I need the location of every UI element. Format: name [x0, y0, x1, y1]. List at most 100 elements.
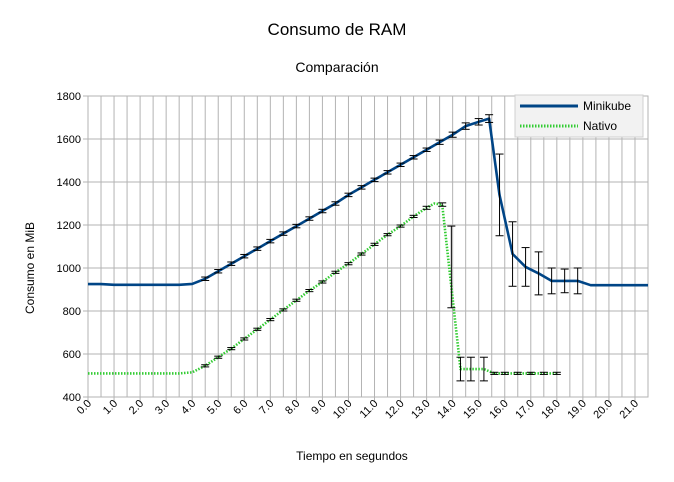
error-bar-nativo [422, 205, 431, 210]
chart-subtitle: Comparación [295, 59, 378, 75]
error-bar-minikube [279, 231, 288, 236]
y-tick-label: 1600 [57, 134, 81, 146]
error-bar-minikube [461, 122, 470, 130]
error-bar-minikube [370, 177, 379, 183]
error-bar-nativo [447, 225, 456, 309]
y-tick-label: 800 [63, 306, 81, 318]
x-tick-label: 9.0 [309, 398, 328, 417]
x-tick-label: 20.0 [591, 398, 615, 422]
error-bar-minikube [240, 253, 249, 259]
y-tick-label: 1200 [57, 220, 81, 232]
x-tick-label: 2.0 [127, 398, 146, 417]
error-bar-minikube [435, 139, 444, 145]
error-bar-nativo [409, 214, 418, 218]
x-tick-label: 4.0 [179, 398, 198, 417]
y-tick-label: 1000 [57, 263, 81, 275]
legend: Minikube Nativo [514, 94, 644, 138]
error-bar-nativo [539, 371, 548, 375]
x-tick-label: 13.0 [409, 398, 433, 422]
error-bar-minikube [485, 114, 494, 123]
y-axis-label: Consumo en MiB [23, 222, 37, 314]
error-bar-minikube [422, 147, 431, 152]
error-bar-minikube [266, 238, 275, 244]
error-bar-minikube [521, 247, 530, 287]
error-bar-nativo [318, 280, 327, 284]
error-bar-nativo [227, 347, 236, 351]
error-bar-nativo [456, 356, 465, 382]
error-bar-minikube [318, 208, 327, 214]
error-bar-minikube [409, 155, 418, 160]
legend-box [514, 94, 644, 138]
y-tick-label: 600 [63, 349, 81, 361]
x-tick-label: 1.0 [101, 398, 120, 417]
legend-label-nativo: Nativo [583, 119, 617, 133]
x-tick-label: 16.0 [487, 398, 511, 422]
x-tick-label: 6.0 [231, 398, 250, 417]
error-bar-nativo [266, 318, 275, 322]
error-bar-minikube [495, 153, 504, 237]
error-bar-minikube [560, 268, 569, 294]
error-bar-nativo [279, 308, 288, 312]
x-tick-label: 5.0 [205, 398, 224, 417]
error-bar-minikube [547, 267, 556, 295]
error-bar-nativo [253, 327, 262, 331]
error-bar-minikube [396, 162, 405, 168]
error-bar-nativo [344, 262, 353, 266]
x-tick-label: 14.0 [435, 398, 459, 422]
x-tick-label: 11.0 [358, 398, 381, 421]
x-tick-label: 3.0 [153, 398, 172, 417]
error-bar-nativo [305, 289, 314, 293]
plot-border [87, 95, 649, 398]
series-line-minikube [88, 117, 648, 287]
error-bar-nativo [292, 298, 301, 302]
grid [87, 95, 649, 398]
x-tick-label: 8.0 [283, 398, 302, 417]
error-bar-minikube [214, 269, 223, 274]
x-tick-label: 18.0 [539, 398, 563, 422]
error-bar-nativo [490, 371, 499, 375]
legend-label-minikube: Minikube [583, 99, 631, 113]
error-bar-minikube [253, 246, 262, 251]
series-line-nativo [88, 202, 557, 375]
error-bar-minikube [508, 221, 517, 287]
error-bar-minikube [573, 267, 582, 295]
error-bar-nativo [466, 356, 475, 382]
y-tick-label: 400 [63, 392, 81, 404]
error-bar-nativo [513, 371, 522, 375]
error-bar-nativo [383, 233, 392, 237]
x-axis-label: Tiempo en segundos [296, 449, 408, 463]
error-bar-minikube [357, 185, 366, 190]
error-bar-minikube [383, 170, 392, 175]
chart-title: Consumo de RAM [268, 20, 407, 39]
error-bar-minikube [534, 251, 543, 296]
error-bar-nativo [214, 355, 223, 359]
x-tick-label: 10.0 [331, 398, 355, 422]
error-bar-nativo [500, 371, 509, 375]
error-bar-nativo [396, 224, 405, 228]
x-tick-label: 17.0 [513, 398, 537, 422]
error-bar-nativo [240, 337, 249, 341]
error-bar-nativo [526, 371, 535, 375]
error-bar-minikube [201, 276, 210, 281]
x-tick-label: 21.0 [617, 398, 641, 422]
error-bar-minikube [331, 201, 340, 206]
error-bar-minikube [292, 223, 301, 229]
y-tick-label: 1400 [57, 177, 81, 189]
error-bar-minikube [227, 261, 236, 266]
error-bar-minikube [448, 131, 457, 138]
error-bar-minikube [305, 216, 314, 221]
error-bar-nativo [552, 371, 561, 375]
x-tick-label: 15.0 [461, 398, 485, 422]
y-tick-label: 1800 [57, 91, 81, 103]
x-tick-label: 7.0 [257, 398, 276, 417]
plot-area [88, 96, 648, 397]
x-tick-label: 19.0 [565, 398, 589, 422]
error-bar-minikube [344, 192, 353, 198]
error-bar-nativo [357, 252, 366, 256]
error-bar-nativo [370, 242, 379, 246]
error-bar-nativo [201, 364, 210, 368]
series-layer [88, 114, 648, 382]
error-bar-nativo [479, 356, 488, 382]
